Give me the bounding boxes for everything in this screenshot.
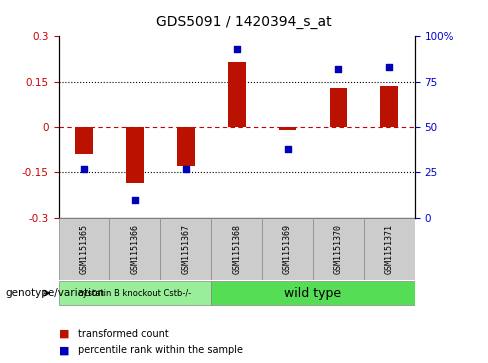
Point — [131, 197, 139, 203]
Point — [233, 46, 241, 52]
FancyBboxPatch shape — [364, 218, 415, 280]
Text: GSM1151366: GSM1151366 — [130, 224, 140, 274]
Text: GSM1151367: GSM1151367 — [181, 224, 190, 274]
FancyBboxPatch shape — [161, 218, 211, 280]
Point — [284, 146, 291, 152]
Text: GDS5091 / 1420394_s_at: GDS5091 / 1420394_s_at — [156, 15, 332, 29]
Text: GSM1151365: GSM1151365 — [80, 224, 88, 274]
FancyBboxPatch shape — [262, 218, 313, 280]
Text: ■: ■ — [59, 345, 69, 355]
Point — [386, 64, 393, 70]
FancyBboxPatch shape — [211, 218, 262, 280]
Text: GSM1151371: GSM1151371 — [385, 224, 394, 274]
Text: genotype/variation: genotype/variation — [5, 288, 104, 298]
Bar — [75, 127, 93, 154]
Text: percentile rank within the sample: percentile rank within the sample — [78, 345, 243, 355]
FancyBboxPatch shape — [109, 218, 161, 280]
Point — [80, 166, 88, 172]
FancyBboxPatch shape — [211, 281, 415, 305]
FancyBboxPatch shape — [59, 281, 211, 305]
Text: GSM1151369: GSM1151369 — [283, 224, 292, 274]
Text: GSM1151368: GSM1151368 — [232, 224, 241, 274]
Bar — [126, 127, 144, 183]
Bar — [279, 127, 297, 130]
Bar — [228, 62, 245, 127]
Point — [182, 166, 190, 172]
Text: transformed count: transformed count — [78, 329, 169, 339]
Text: GSM1151370: GSM1151370 — [334, 224, 343, 274]
Bar — [177, 127, 195, 166]
Text: ■: ■ — [59, 329, 69, 339]
Bar — [329, 88, 347, 127]
FancyBboxPatch shape — [59, 218, 109, 280]
Bar — [381, 86, 398, 127]
Text: wild type: wild type — [285, 287, 342, 299]
Point — [335, 66, 343, 72]
FancyBboxPatch shape — [313, 218, 364, 280]
Text: cystatin B knockout Cstb-/-: cystatin B knockout Cstb-/- — [78, 289, 191, 298]
